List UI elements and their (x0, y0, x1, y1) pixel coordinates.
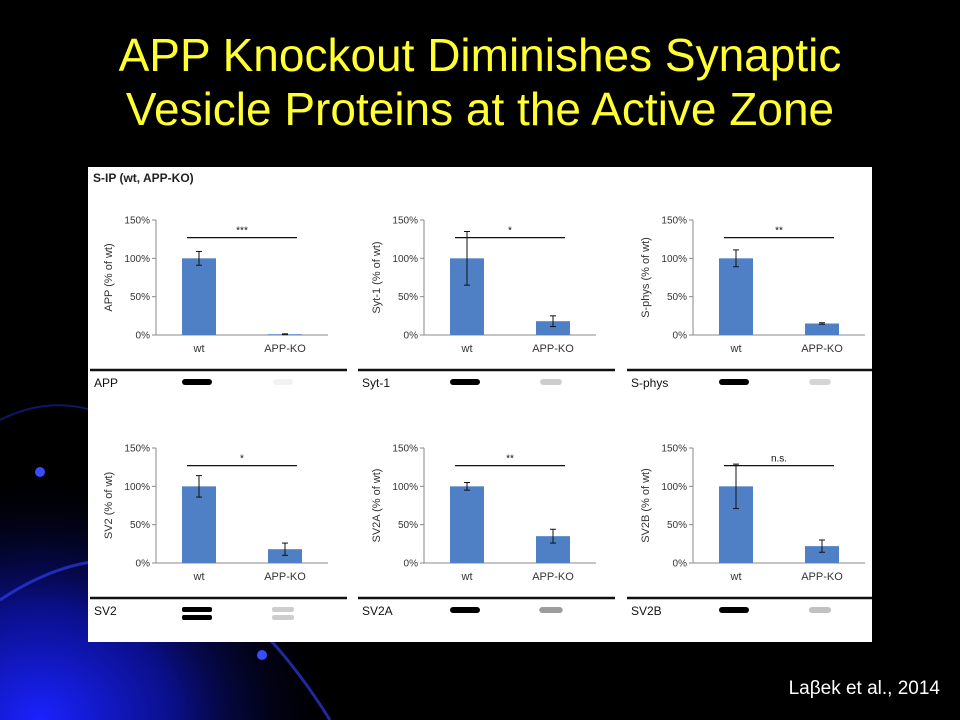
blot-label: APP (94, 376, 118, 390)
bar-charts: 0%50%100%150%APP (% of wt)wt APP-KO***APP… (90, 216, 872, 620)
blot-label: SV2B (631, 604, 662, 618)
bar-wt (719, 258, 753, 335)
y-tick-label: 0% (136, 331, 151, 342)
blot-band (539, 607, 563, 613)
blot-band (450, 607, 480, 613)
bar-wt (182, 486, 216, 563)
significance-label: * (508, 226, 512, 237)
significance-label: *** (236, 226, 248, 237)
x-tick-label: wt (730, 343, 742, 355)
y-tick-label: 150% (124, 444, 150, 455)
slide-title: APP Knockout Diminishes Synaptic Vesicle… (0, 28, 960, 136)
blot-label: Syt-1 (362, 376, 390, 390)
citation: Laβek et al., 2014 (788, 678, 940, 699)
x-tick-label: APP-KO (801, 571, 843, 583)
chart-6: 0% 50% 100% 150% SV2B (% of wt) wt APP-KO n.s. S… (627, 444, 872, 618)
blot-band (272, 379, 294, 385)
x-tick-label: APP-KO (532, 571, 574, 583)
y-tick-label: 0% (136, 559, 151, 570)
y-tick-label: 0% (673, 331, 688, 342)
x-tick-label: APP-KO (801, 343, 843, 355)
y-tick-label: 50% (398, 292, 418, 303)
y-tick-label: 150% (124, 216, 150, 227)
blot-band (809, 379, 831, 385)
bar-APP-KO (805, 546, 839, 563)
chart-5: 0% 50% 100% 150% SV2A (% of wt) wt APP-KO ** SV2… (358, 444, 615, 618)
blot-band (808, 607, 832, 613)
title-line-2: Vesicle Proteins at the Active Zone (125, 83, 835, 135)
y-tick-label: 0% (673, 559, 688, 570)
blot-band (719, 379, 749, 385)
blot-label: SV2A (362, 604, 393, 618)
x-tick-label: wt (193, 571, 205, 583)
y-tick-label: 0% (404, 559, 419, 570)
significance-label: * (240, 454, 244, 465)
y-tick-label: 0% (404, 331, 419, 342)
blot-band (182, 607, 212, 612)
figure-panel-label: S-IP (wt, APP-KO) (93, 171, 194, 185)
blot-band (272, 607, 294, 612)
blot-label: SV2 (94, 604, 117, 618)
y-tick-label: 100% (124, 254, 150, 265)
y-tick-label: 50% (667, 292, 687, 303)
figure-panel: S-IP (wt, APP-KO) 0% 50% 100% 150% APP (% of… (88, 167, 872, 642)
blot-band (272, 615, 294, 620)
y-axis-label: SV2 (% of wt) (103, 472, 115, 539)
significance-label: n.s. (771, 454, 787, 465)
chart-1: 0% 50% 100% 150% APP (% of wt) wt APP-KO *** APP (90, 216, 347, 390)
x-tick-label: APP-KO (264, 343, 306, 355)
y-axis-label: Syt-1 (% of wt) (371, 241, 383, 313)
y-tick-label: 150% (661, 216, 687, 227)
y-tick-label: 100% (661, 482, 687, 493)
y-axis-label: SV2A (% of wt) (371, 469, 383, 543)
y-tick-label: 50% (130, 292, 150, 303)
y-axis-label: SV2B (% of wt) (640, 468, 652, 543)
bar-APP-KO (268, 549, 302, 563)
blot-band (182, 379, 212, 385)
x-tick-label: APP-KO (264, 571, 306, 583)
y-axis-label: S-phys (% of wt) (640, 237, 652, 318)
y-tick-label: 50% (398, 520, 418, 531)
x-tick-label: wt (461, 343, 473, 355)
x-tick-label: APP-KO (532, 343, 574, 355)
y-tick-label: 100% (392, 482, 418, 493)
y-tick-label: 50% (130, 520, 150, 531)
title-line-1: APP Knockout Diminishes Synaptic (118, 29, 842, 81)
blot-band (450, 379, 480, 385)
y-tick-label: 150% (392, 444, 418, 455)
y-tick-label: 150% (661, 444, 687, 455)
x-tick-label: wt (193, 343, 205, 355)
significance-label: ** (506, 454, 514, 465)
blot-band (719, 607, 749, 613)
bar-APP-KO (805, 323, 839, 335)
chart-2: 0% 50% 100% 150% Syt-1 (% of wt) wt APP-KO * Syt… (358, 216, 615, 390)
y-tick-label: 50% (667, 520, 687, 531)
bar-wt (182, 258, 216, 335)
chart-4: 0% 50% 100% 150% SV2 (% of wt) wt APP-KO * SV2 (90, 444, 347, 620)
y-tick-label: 100% (392, 254, 418, 265)
blot-label: S-phys (631, 376, 668, 390)
x-tick-label: wt (730, 571, 742, 583)
y-tick-label: 150% (392, 216, 418, 227)
bar-APP-KO (536, 321, 570, 335)
blot-band (182, 615, 212, 620)
y-tick-label: 100% (124, 482, 150, 493)
blot-band (540, 379, 562, 385)
x-tick-label: wt (461, 571, 473, 583)
y-axis-label: APP (% of wt) (103, 243, 115, 311)
bar-wt (450, 486, 484, 563)
chart-3: 0% 50% 100% 150% S-phys (% of wt) wt APP-KO ** S… (627, 216, 872, 390)
y-tick-label: 100% (661, 254, 687, 265)
significance-label: ** (775, 226, 783, 237)
